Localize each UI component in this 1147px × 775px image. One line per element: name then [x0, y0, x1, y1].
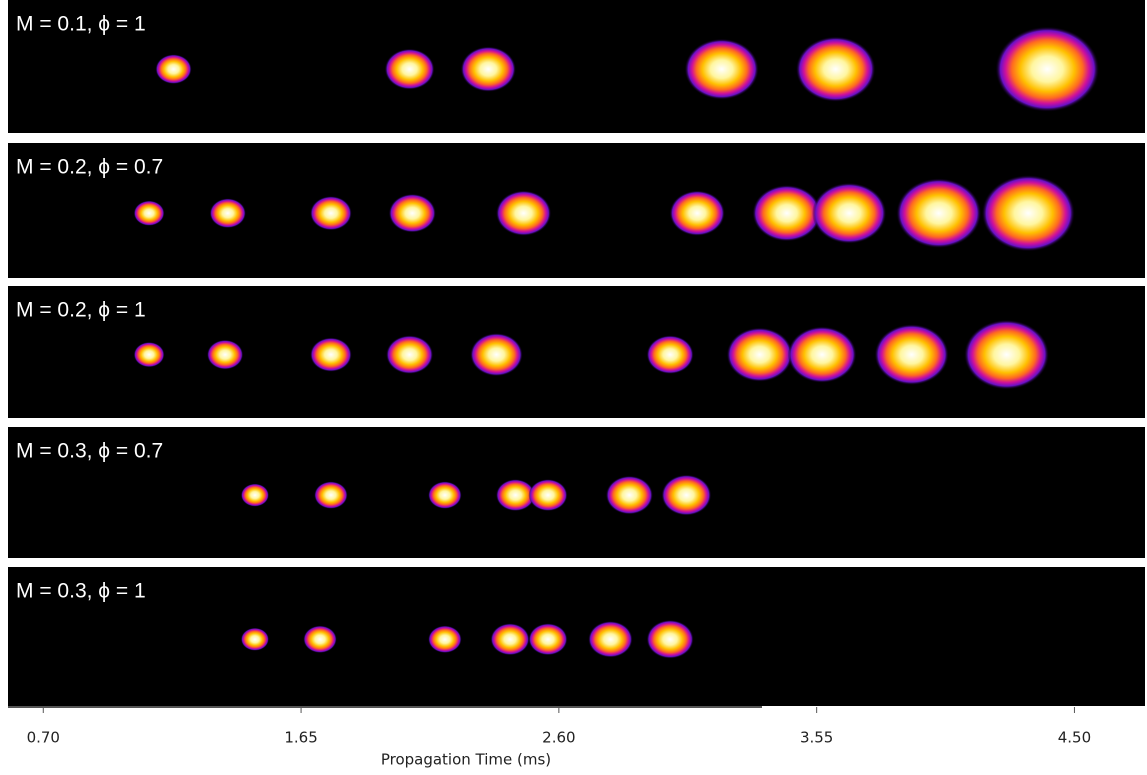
- droplet: [155, 54, 191, 84]
- droplet: [428, 625, 462, 653]
- droplet: [661, 475, 711, 516]
- x-tick-label: 3.55: [800, 729, 833, 747]
- page: Propagation Time (ms) M = 0.1, ϕ = 1 M = …: [0, 0, 1147, 775]
- x-tick-label: 4.50: [1058, 729, 1091, 747]
- droplet: [670, 190, 725, 235]
- droplet: [982, 175, 1075, 252]
- droplet: [896, 178, 981, 248]
- droplet: [964, 320, 1049, 390]
- droplet: [995, 26, 1099, 111]
- droplet: [490, 623, 529, 655]
- droplet: [428, 481, 462, 509]
- droplet: [134, 200, 165, 225]
- panel-title: M = 0.2, ϕ = 0.7: [16, 156, 163, 179]
- droplet: [646, 335, 693, 374]
- droplet: [385, 49, 435, 90]
- droplet: [207, 340, 243, 370]
- droplet: [210, 198, 246, 228]
- droplet: [310, 196, 352, 230]
- droplet: [646, 620, 693, 659]
- panel-title: M = 0.1, ϕ = 1: [16, 13, 146, 36]
- droplet: [310, 337, 352, 371]
- droplet: [812, 183, 886, 244]
- droplet: [528, 623, 567, 655]
- panel: [8, 567, 1145, 706]
- x-tick-label: 1.65: [284, 729, 317, 747]
- droplet: [606, 476, 653, 515]
- panel-title: M = 0.3, ϕ = 0.7: [16, 440, 163, 463]
- droplet: [303, 625, 337, 653]
- droplet: [314, 481, 348, 509]
- droplet: [796, 36, 876, 101]
- panel-title: M = 0.3, ϕ = 1: [16, 580, 146, 603]
- droplet: [496, 190, 551, 235]
- x-tick-label: 0.70: [27, 729, 60, 747]
- x-tick-label: 2.60: [542, 729, 575, 747]
- droplet: [386, 335, 433, 374]
- droplet: [461, 46, 516, 91]
- chart: Propagation Time (ms) M = 0.1, ϕ = 1 M = …: [0, 0, 1147, 775]
- droplet: [874, 324, 948, 385]
- droplet: [241, 484, 269, 507]
- panel: [8, 427, 1145, 558]
- panel-title: M = 0.2, ϕ = 1: [16, 299, 146, 322]
- x-axis-title: Propagation Time (ms): [381, 751, 551, 769]
- droplet: [588, 621, 633, 658]
- droplet: [684, 39, 758, 100]
- droplet: [470, 333, 523, 376]
- droplet: [788, 326, 857, 383]
- droplet: [389, 194, 436, 233]
- droplet: [528, 479, 567, 511]
- droplet: [727, 327, 793, 381]
- droplet: [241, 628, 269, 651]
- droplet: [134, 342, 165, 367]
- droplet: [752, 185, 821, 242]
